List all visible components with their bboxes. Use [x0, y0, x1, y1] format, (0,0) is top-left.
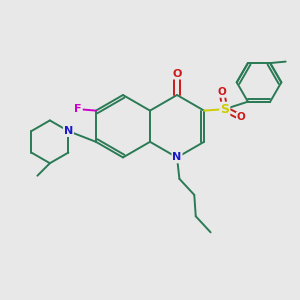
Text: F: F	[74, 104, 82, 114]
Text: O: O	[237, 112, 246, 122]
Text: N: N	[172, 152, 182, 162]
Text: O: O	[172, 69, 182, 79]
Text: S: S	[220, 103, 230, 116]
Text: O: O	[218, 87, 226, 97]
Text: N: N	[64, 126, 73, 136]
